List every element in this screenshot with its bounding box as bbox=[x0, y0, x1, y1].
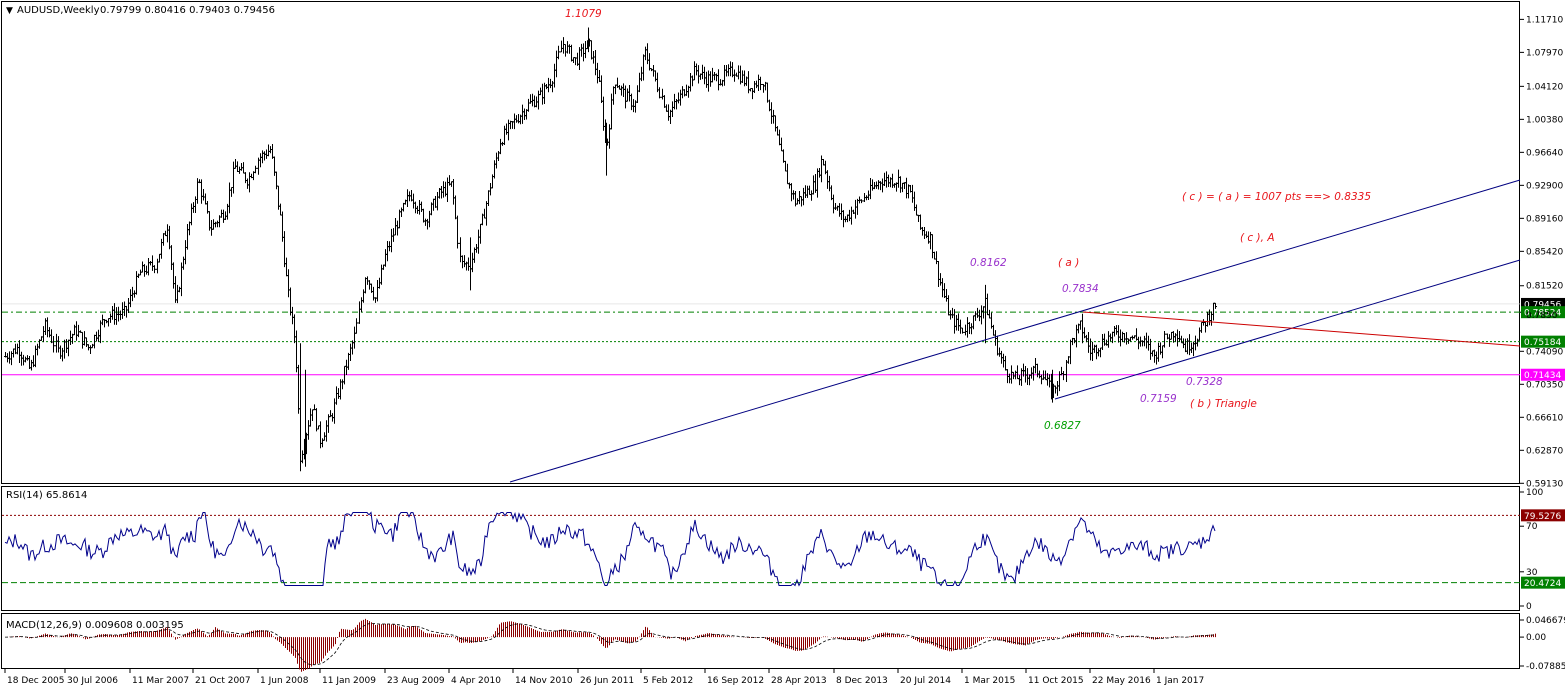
rsi-lower-badge-label: 20.4724 bbox=[1524, 579, 1561, 589]
price-tick-label: 1.04120 bbox=[1526, 82, 1563, 92]
wave-annotation: 1.1079 bbox=[565, 8, 602, 20]
price-tick-label: 0.92900 bbox=[1526, 181, 1563, 191]
wave-annotation: ( c ) = ( a ) = 1007 pts ==> 0.8335 bbox=[1182, 191, 1371, 203]
price-badge-label: 0.75184 bbox=[1524, 338, 1561, 348]
rsi-label: RSI(14) 65.8614 bbox=[6, 490, 87, 501]
macd-tick-label: 0.046679 bbox=[1526, 616, 1565, 626]
rsi-upper-badge-label: 79.5276 bbox=[1524, 512, 1561, 522]
time-tick-label: 20 Jul 2014 bbox=[900, 676, 951, 686]
time-axis: 18 Dec 2005 30 Jul 2006 11 Mar 2007 21 Oct … bbox=[4, 669, 1204, 686]
wave-annotation: 0.7159 bbox=[1140, 393, 1177, 405]
rsi-levels: 79.5276 20.4724 bbox=[2, 509, 1565, 589]
time-tick-label: 26 Jun 2011 bbox=[580, 676, 634, 686]
price-tick-label: 1.11710 bbox=[1526, 15, 1563, 25]
time-tick-label: 21 Oct 2007 bbox=[195, 676, 251, 686]
macd-axis: 0.046679 0.00 -0.078852 bbox=[1520, 616, 1565, 672]
time-tick-label: 28 Apr 2013 bbox=[771, 676, 827, 686]
wave-annotation: ( a ) bbox=[1058, 257, 1079, 269]
ohlc-label: 0.79799 0.80416 0.79403 0.79456 bbox=[100, 5, 275, 16]
symbol-menu-arrow[interactable]: ▼ bbox=[6, 6, 13, 16]
price-tick-label: 0.85420 bbox=[1526, 247, 1563, 257]
price-tick-label: 0.59130 bbox=[1526, 479, 1563, 489]
price-badge-label: 0.78524 bbox=[1524, 309, 1561, 319]
price-tick-label: 0.74090 bbox=[1526, 347, 1563, 357]
wave-annotation: 0.7834 bbox=[1062, 283, 1099, 295]
time-tick-label: 30 Jul 2006 bbox=[67, 676, 118, 686]
time-tick-label: 11 Oct 2015 bbox=[1028, 676, 1084, 686]
channel-lower-long bbox=[509, 179, 1521, 483]
wave-annotation: 0.7328 bbox=[1186, 376, 1223, 388]
macd-histogram bbox=[7, 618, 1216, 672]
price-axis: 1.11710 1.07970 1.04120 1.00380 0.96640 0.929… bbox=[1520, 15, 1563, 489]
rsi-lower-badge-bg bbox=[1521, 576, 1565, 589]
triangle-upper-line bbox=[1082, 311, 1521, 347]
macd-signal-line bbox=[5, 623, 1216, 666]
time-tick-label: 23 Aug 2009 bbox=[387, 676, 445, 686]
rsi-axis: 100 70 30 0 bbox=[1520, 488, 1543, 612]
rsi-upper-badge-bg bbox=[1521, 509, 1565, 522]
price-pane-frame bbox=[1, 1, 1520, 484]
time-tick-label: 14 Nov 2010 bbox=[515, 676, 573, 686]
macd-tick-label: -0.078852 bbox=[1526, 662, 1565, 672]
macd-pane-frame bbox=[1, 613, 1520, 669]
rsi-tick-label: 0 bbox=[1526, 602, 1532, 612]
rsi-tick-label: 100 bbox=[1526, 488, 1543, 498]
rsi-tick-label: 30 bbox=[1526, 568, 1538, 578]
symbol-label: AUDUSD,Weekly bbox=[17, 5, 100, 16]
price-annotations: 1.1079 ( c ) = ( a ) = 1007 pts ==> 0.833… bbox=[565, 8, 1371, 432]
time-tick-label: 11 Mar 2007 bbox=[132, 676, 189, 686]
price-tick-label: 1.00380 bbox=[1526, 115, 1563, 125]
price-tick-label: 0.89160 bbox=[1526, 214, 1563, 224]
price-tick-label: 0.70350 bbox=[1526, 380, 1563, 390]
time-tick-label: 22 May 2016 bbox=[1092, 676, 1151, 686]
time-tick-label: 11 Jan 2009 bbox=[322, 676, 376, 686]
price-tick-label: 1.07970 bbox=[1526, 48, 1563, 58]
price-horizontal-levels bbox=[2, 303, 1520, 376]
price-badge-bg bbox=[1521, 306, 1565, 319]
price-tick-label: 0.81520 bbox=[1526, 282, 1563, 292]
price-tick-label: 0.66610 bbox=[1526, 413, 1563, 423]
price-badge-label: 0.79456 bbox=[1524, 300, 1561, 310]
time-tick-label: 5 Feb 2012 bbox=[643, 676, 693, 686]
price-hidden-label: 0.7850 bbox=[1526, 311, 1558, 321]
price-badge-label: 0.71434 bbox=[1524, 371, 1561, 381]
wave-annotation: ( b ) Triangle bbox=[1190, 398, 1257, 410]
macd-label: MACD(12,26,9) 0.009608 0.003195 bbox=[6, 620, 184, 631]
price-badge-bg bbox=[1521, 368, 1565, 381]
price-badge-bg bbox=[1521, 335, 1565, 348]
wave-annotation: 0.6827 bbox=[1044, 420, 1081, 432]
time-tick-label: 8 Dec 2013 bbox=[836, 676, 888, 686]
rsi-pane-frame bbox=[1, 486, 1520, 611]
price-tick-label: 0.62870 bbox=[1526, 446, 1563, 456]
macd-tick-label: 0.00 bbox=[1526, 633, 1546, 643]
time-tick-label: 16 Sep 2012 bbox=[707, 676, 764, 686]
time-tick-label: 1 Mar 2015 bbox=[964, 676, 1015, 686]
time-tick-label: 4 Apr 2010 bbox=[451, 676, 501, 686]
wave-annotation: 0.8162 bbox=[970, 257, 1007, 269]
time-tick-label: 1 Jan 2017 bbox=[1156, 676, 1204, 686]
price-tick-label: 0.96640 bbox=[1526, 148, 1563, 158]
channel-lower-short bbox=[1054, 259, 1521, 400]
rsi-tick-label: 70 bbox=[1526, 522, 1538, 532]
price-candles bbox=[4, 27, 1217, 472]
price-trendlines bbox=[509, 179, 1521, 483]
wave-annotation: ( c ), A bbox=[1240, 232, 1275, 244]
rsi-line bbox=[4, 511, 1216, 587]
time-tick-label: 1 Jun 2008 bbox=[260, 676, 309, 686]
time-tick-label: 18 Dec 2005 bbox=[7, 676, 65, 686]
